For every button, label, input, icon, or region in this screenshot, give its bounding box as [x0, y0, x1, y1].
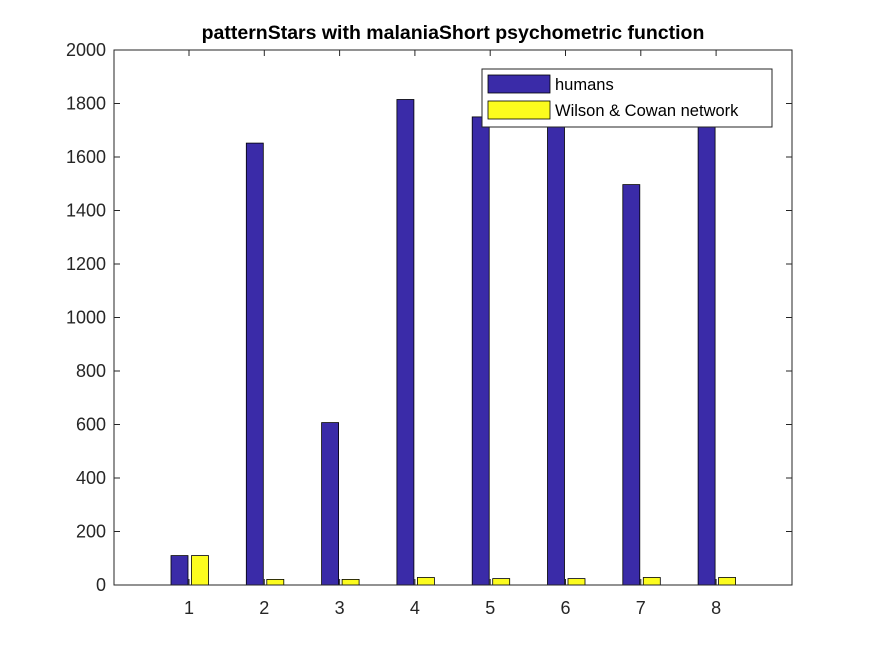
y-tick-label: 800	[76, 361, 106, 381]
bar-humans-8	[697, 116, 716, 586]
bar-humans-3	[321, 422, 340, 586]
bar-network-3	[341, 579, 360, 586]
chart-title: patternStars with malaniaShort psychomet…	[202, 22, 705, 44]
bars-group	[170, 99, 736, 586]
bar-network-7	[642, 577, 661, 586]
y-tick-label: 0	[96, 575, 106, 595]
x-tick-label: 6	[560, 598, 570, 618]
y-tick-label: 600	[76, 415, 106, 435]
bar-network-2	[266, 579, 285, 586]
y-tick-label: 2000	[66, 40, 106, 60]
y-tick-label: 400	[76, 468, 106, 488]
legend-swatch-network	[487, 100, 551, 120]
y-tick-label: 1000	[66, 308, 106, 328]
bar-humans-6	[547, 116, 565, 586]
y-tick-label: 200	[76, 522, 106, 542]
bar-humans-1	[170, 555, 189, 586]
bar-humans-4	[396, 99, 415, 586]
y-tick-label: 1800	[66, 94, 106, 114]
x-tick-label: 4	[410, 598, 420, 618]
x-tick-label: 2	[259, 598, 269, 618]
bar-humans-7	[622, 184, 641, 586]
bar-network-4	[416, 577, 435, 586]
bar-network-8	[718, 577, 736, 586]
bar-network-1	[191, 555, 209, 586]
x-tick-label: 8	[711, 598, 721, 618]
legend-label-network: Wilson & Cowan network	[555, 102, 739, 120]
y-tick-label: 1400	[66, 201, 106, 221]
x-tick-label: 7	[636, 598, 646, 618]
legend-swatch-humans	[487, 74, 551, 94]
y-tick-label: 1600	[66, 147, 106, 167]
x-tick-label: 3	[335, 598, 345, 618]
legend-label-humans: humans	[555, 76, 614, 94]
bar-humans-2	[245, 142, 264, 586]
y-tick-label: 1200	[66, 254, 106, 274]
y-axis: 0 200 400 600 800 1000 1200 1400 1600 1800 2000	[66, 40, 792, 595]
bar-humans-5	[471, 116, 490, 586]
legend: humans Wilson & Cowan network	[481, 68, 773, 128]
x-axis: 1 2 3 4 5 6 7 8	[184, 50, 721, 618]
x-tick-label: 1	[184, 598, 194, 618]
bar-network-5	[492, 578, 511, 586]
x-tick-label: 5	[485, 598, 495, 618]
bar-network-6	[567, 578, 586, 586]
